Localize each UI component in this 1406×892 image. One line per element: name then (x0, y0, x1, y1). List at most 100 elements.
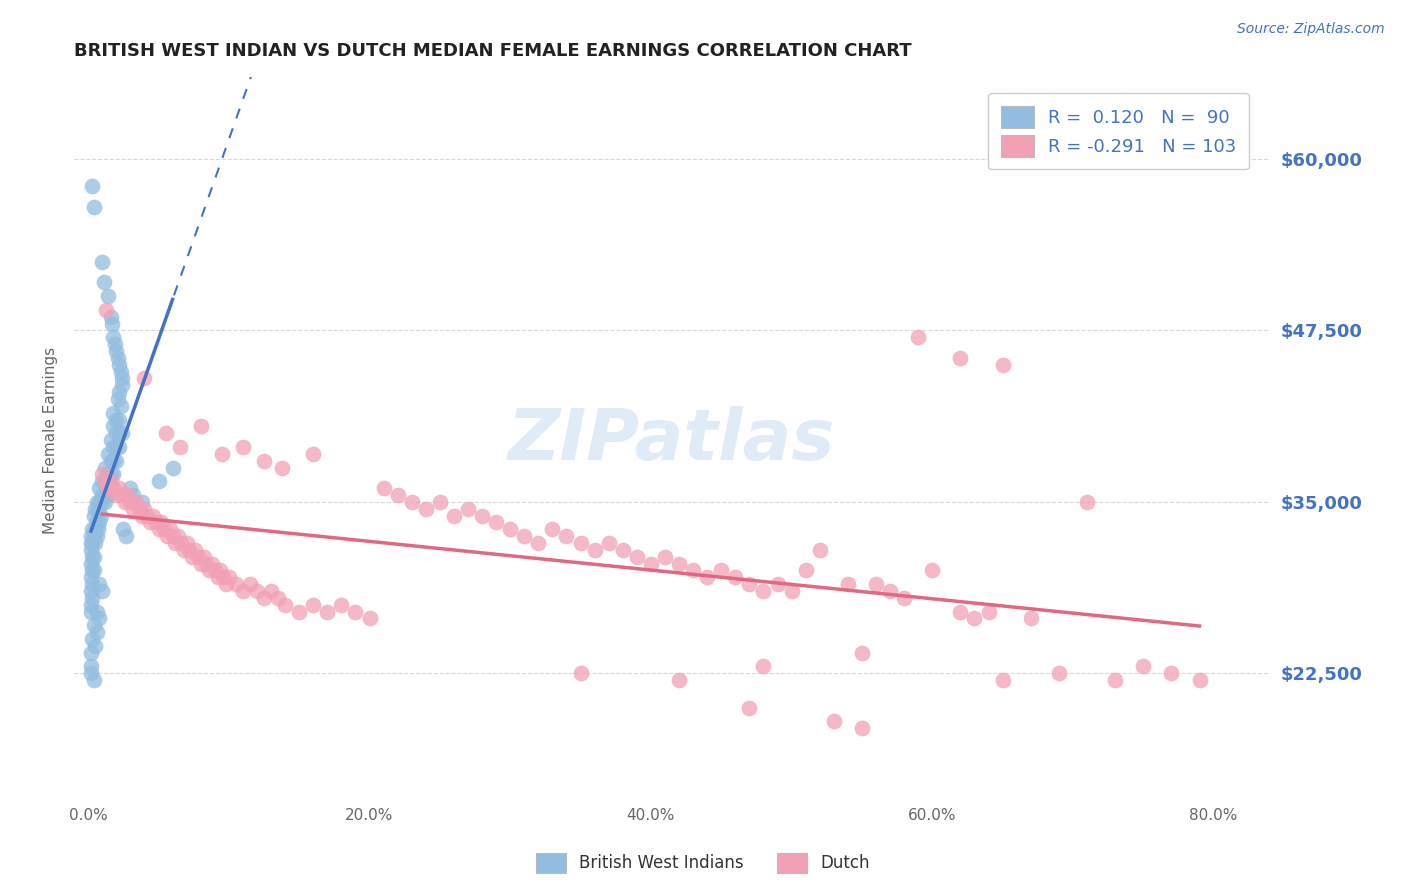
Point (1076, 495, 1098, 509)
Point (541, 522, 564, 536)
Point (167, 529, 190, 543)
Point (82, 577, 104, 591)
Point (724, 570, 747, 584)
Point (145, 516, 167, 530)
Point (211, 447, 233, 461)
Point (169, 440, 191, 454)
Point (100, 310, 122, 324)
Point (120, 481, 142, 495)
Point (977, 605, 1000, 619)
Point (139, 516, 162, 530)
Point (184, 542, 207, 557)
Point (91, 467, 114, 482)
Text: BRITISH WEST INDIAN VS DUTCH MEDIAN FEMALE EARNINGS CORRELATION CHART: BRITISH WEST INDIAN VS DUTCH MEDIAN FEMA… (75, 42, 911, 60)
Point (87, 522, 110, 536)
Point (156, 529, 179, 543)
Point (949, 605, 972, 619)
Point (949, 351, 972, 365)
Point (93, 276, 115, 290)
Point (108, 412, 131, 426)
Point (94, 495, 117, 509)
Point (555, 529, 578, 543)
Point (82, 536, 104, 550)
Point (808, 542, 831, 557)
Point (89, 481, 111, 495)
Point (103, 330, 125, 344)
Point (108, 385, 131, 400)
Point (122, 488, 145, 502)
Point (112, 522, 135, 536)
Point (97, 481, 120, 495)
Point (612, 542, 634, 557)
Point (86, 516, 108, 530)
Point (225, 577, 247, 591)
Point (271, 460, 294, 475)
Point (111, 378, 134, 392)
Point (837, 577, 859, 591)
Point (907, 330, 929, 344)
Point (682, 563, 704, 577)
Point (387, 488, 409, 502)
Point (253, 591, 276, 605)
Point (232, 584, 254, 599)
Point (83, 673, 105, 688)
Point (162, 529, 184, 543)
Point (91, 254, 114, 268)
Point (100, 481, 122, 495)
Point (111, 426, 134, 441)
Point (823, 714, 845, 729)
Point (131, 508, 153, 523)
Point (97, 447, 120, 461)
Point (159, 522, 181, 536)
Point (232, 440, 254, 454)
Point (153, 522, 176, 536)
Point (94, 460, 117, 475)
Point (105, 440, 128, 454)
Point (86, 625, 108, 640)
Point (105, 343, 128, 358)
Point (108, 481, 131, 495)
Point (82, 632, 104, 646)
Point (218, 570, 240, 584)
Point (148, 522, 170, 536)
Point (83, 529, 105, 543)
Point (80, 529, 103, 543)
Point (738, 577, 761, 591)
Point (94, 475, 117, 489)
Point (893, 591, 915, 605)
Point (84, 522, 107, 536)
Point (104, 337, 127, 351)
Point (128, 501, 150, 516)
Point (302, 598, 325, 612)
Point (89, 577, 111, 591)
Point (103, 467, 125, 482)
Point (115, 529, 138, 543)
Point (401, 495, 423, 509)
Point (80, 570, 103, 584)
Point (155, 426, 177, 441)
Point (1104, 673, 1126, 688)
Point (780, 584, 803, 599)
Point (97, 289, 120, 303)
Point (82, 549, 104, 564)
Legend: British West Indians, Dutch: British West Indians, Dutch (529, 847, 877, 880)
Point (738, 700, 761, 714)
Point (696, 570, 718, 584)
Point (457, 501, 479, 516)
Point (963, 611, 986, 625)
Point (193, 549, 215, 564)
Point (274, 598, 297, 612)
Point (80, 584, 103, 599)
Point (443, 508, 465, 523)
Point (373, 481, 395, 495)
Point (105, 453, 128, 467)
Point (170, 536, 193, 550)
Point (103, 419, 125, 434)
Point (165, 536, 187, 550)
Point (91, 495, 114, 509)
Point (598, 536, 620, 550)
Point (82, 563, 104, 577)
Point (794, 563, 817, 577)
Point (190, 419, 212, 434)
Point (710, 563, 733, 577)
